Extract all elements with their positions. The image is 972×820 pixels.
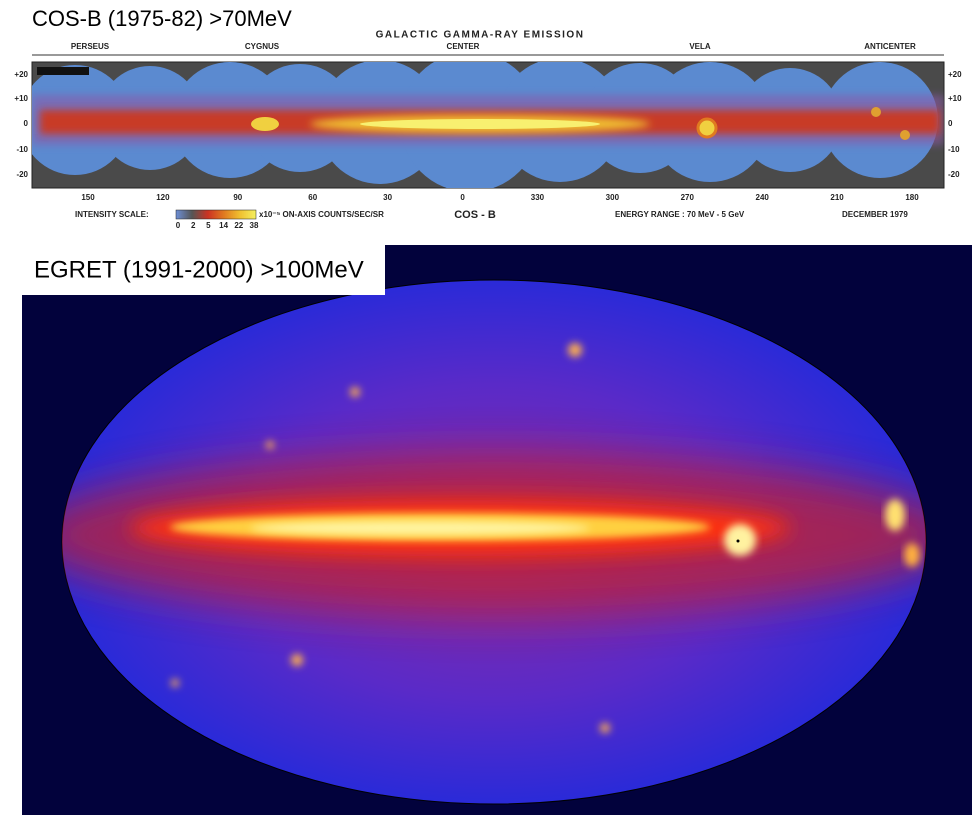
cosb-heading: COS-B (1975-82) >70MeV — [32, 6, 292, 31]
lat-tick-label: +10 — [948, 94, 962, 103]
scale-value: 22 — [234, 221, 243, 230]
region-label: VELA — [689, 42, 711, 51]
cosb-title: GALACTIC GAMMA-RAY EMISSION — [376, 30, 585, 41]
lon-tick-label: 90 — [233, 193, 242, 202]
region-label: PERSEUS — [71, 42, 110, 51]
scale-value: 0 — [176, 221, 181, 230]
lon-tick-label: 120 — [156, 193, 170, 202]
lat-tick-label: 0 — [24, 119, 29, 128]
color-bar — [176, 210, 256, 219]
lat-tick-label: -10 — [948, 145, 960, 154]
lon-tick-label: 240 — [756, 193, 770, 202]
map-tag — [37, 67, 89, 75]
scale-value: 5 — [206, 221, 211, 230]
lon-tick-label: 270 — [681, 193, 695, 202]
lat-tick-label: +10 — [14, 94, 28, 103]
lon-tick-label: 300 — [606, 193, 620, 202]
source-dot — [737, 540, 740, 543]
lat-tick-label: 0 — [948, 119, 953, 128]
region-label: ANTICENTER — [864, 42, 916, 51]
lon-tick-label: 30 — [383, 193, 392, 202]
lon-tick-label: 330 — [531, 193, 545, 202]
lon-tick-label: 180 — [905, 193, 919, 202]
lon-tick-label: 60 — [308, 193, 317, 202]
scale-value: 2 — [191, 221, 196, 230]
region-label: CYGNUS — [245, 42, 280, 51]
lon-tick-label: 0 — [460, 193, 465, 202]
figure: COS-B (1975-82) >70MeV GALACTIC GAMMA-RA… — [0, 0, 972, 815]
egret-heading: EGRET (1991-2000) >100MeV — [34, 256, 364, 283]
lat-tick-label: -20 — [16, 170, 28, 179]
energy-range: ENERGY RANGE : 70 MeV - 5 GeV — [615, 210, 745, 219]
lon-tick-label: 210 — [830, 193, 844, 202]
lat-tick-label: +20 — [948, 70, 962, 79]
instrument: COS - B — [454, 209, 496, 221]
lat-tick-label: +20 — [14, 70, 28, 79]
scale-value: 14 — [219, 221, 228, 230]
lat-tick-label: -20 — [948, 170, 960, 179]
scale-unit: x10⁻⁵ ON-AXIS COUNTS/SEC/SR — [259, 210, 384, 219]
scale-label: INTENSITY SCALE: — [75, 210, 149, 219]
date: DECEMBER 1979 — [842, 210, 908, 219]
lon-tick-label: 150 — [81, 193, 95, 202]
lat-tick-label: -10 — [16, 145, 28, 154]
region-label: CENTER — [447, 42, 480, 51]
scale-value: 38 — [250, 221, 259, 230]
